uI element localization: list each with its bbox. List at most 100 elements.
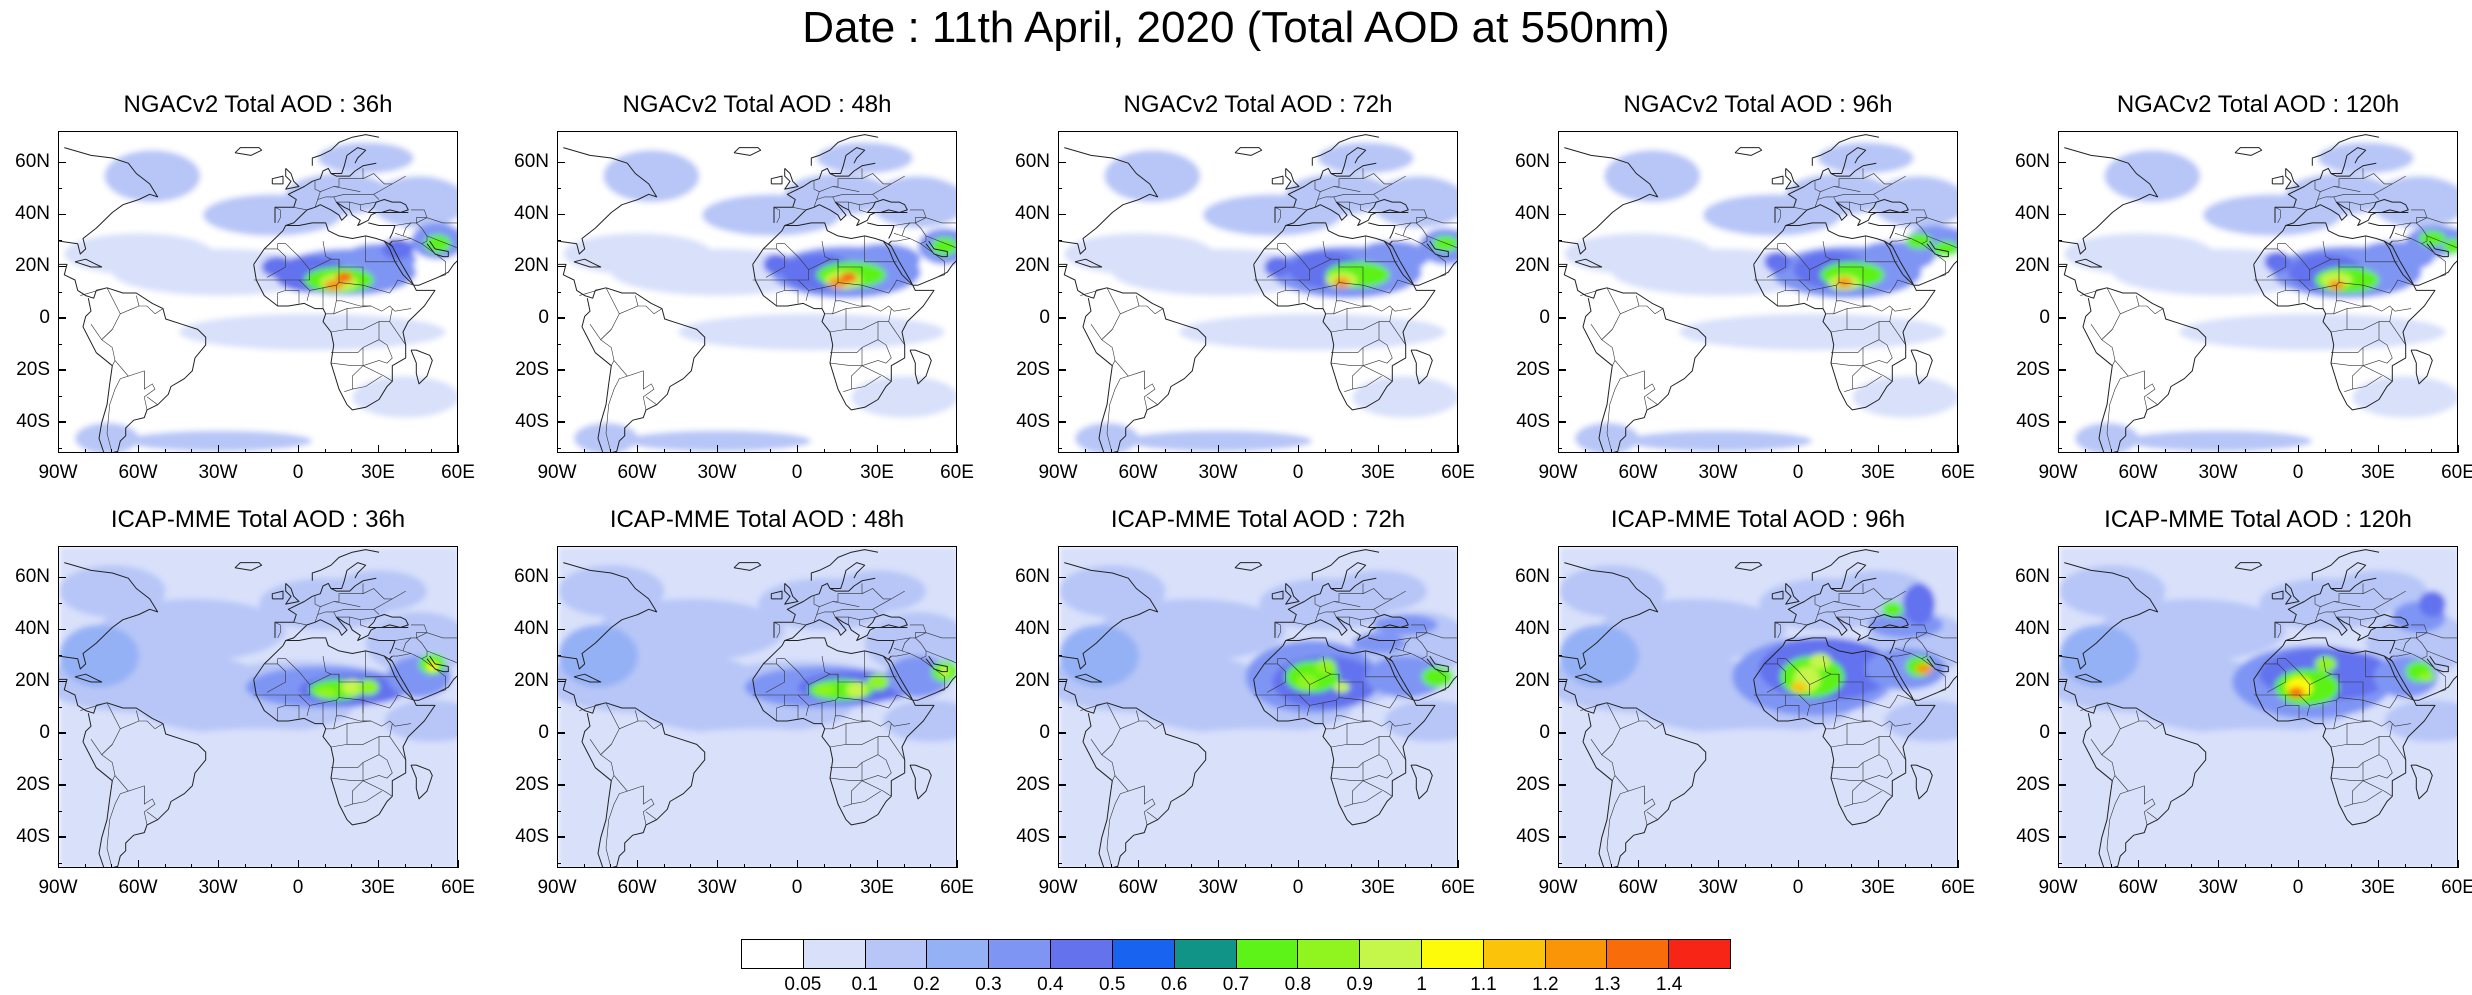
country-border: [402, 637, 412, 651]
country-border: [2333, 601, 2361, 607]
lon-tick-label: 60E: [940, 462, 974, 483]
country-border: [362, 279, 414, 294]
lon-tick-label: 60E: [441, 462, 475, 483]
lon-tick-label: 0: [1292, 462, 1304, 483]
lon-tick-label: 60W: [1618, 877, 1658, 898]
coastline: [573, 673, 602, 683]
country-border: [330, 723, 348, 748]
lat-tick-label: 20S: [515, 773, 549, 795]
lon-minor-tick: [2431, 449, 2433, 453]
lon-minor-tick: [850, 449, 852, 453]
coastline: [410, 764, 433, 800]
lat-tick-mark: [557, 421, 565, 423]
coastline: [59, 562, 159, 670]
country-border: [1844, 365, 1864, 392]
lat-tick-label: 40S: [1016, 825, 1050, 847]
country-border: [1915, 217, 1927, 223]
lat-tick-mark: [557, 161, 565, 164]
country-border: [2402, 222, 2412, 236]
lat-minor-tick: [1058, 188, 1062, 190]
lat-tick-mark: [2058, 265, 2066, 268]
lat-minor-tick: [557, 603, 561, 605]
country-border: [925, 235, 956, 249]
lon-tick-mark: [1717, 445, 1719, 453]
country-border: [605, 375, 628, 452]
coastline: [234, 562, 263, 571]
country-border: [1889, 321, 1906, 346]
country-border: [1601, 287, 1656, 410]
country-border: [1379, 723, 1393, 737]
lat-tick-label: 40N: [514, 203, 549, 225]
coastline: [367, 614, 409, 628]
country-border: [1365, 235, 1398, 263]
lat-tick-label: 0: [2039, 721, 2050, 743]
country-border: [1814, 175, 1906, 208]
lon-tick-mark: [1057, 445, 1059, 453]
lon-minor-tick: [1191, 449, 1193, 453]
country-border: [2120, 720, 2164, 730]
country-border: [1889, 736, 1906, 761]
country-border: [2309, 284, 2337, 291]
lon-tick-label: 0: [1792, 877, 1804, 898]
lat-minor-tick: [58, 343, 62, 345]
lon-minor-tick: [111, 864, 113, 868]
aod-blob: [2112, 739, 2219, 792]
coastline: [2059, 263, 2207, 452]
lat-tick-mark: [1558, 732, 1566, 734]
country-border: [1394, 637, 1428, 660]
aod-map-icap-mme-48h: [557, 546, 957, 868]
country-border: [1620, 720, 1664, 730]
lon-minor-tick: [2431, 864, 2433, 868]
country-border: [1314, 181, 1321, 200]
country-border: [146, 811, 158, 820]
colorbar-box: [1545, 940, 1608, 968]
country-border: [2335, 259, 2412, 312]
coastline: [1884, 655, 1957, 701]
aod-blob: [1559, 565, 1666, 618]
country-border: [1915, 632, 1927, 638]
aod-blob: [624, 430, 812, 452]
country-border: [861, 279, 913, 294]
coastline: [2285, 201, 2409, 226]
lat-tick-mark: [1558, 628, 1566, 631]
coastline: [2311, 549, 2380, 581]
lon-tick-mark: [1637, 860, 1639, 868]
country-border: [2365, 235, 2398, 263]
country-border: [1859, 619, 1869, 628]
colorbar-box: [1051, 940, 1113, 968]
country-border: [1814, 596, 1821, 615]
country-border: [1830, 762, 1864, 781]
lon-tick-label: 0: [1292, 877, 1304, 898]
country-border: [821, 656, 831, 675]
lat-tick-label: 0: [538, 306, 549, 328]
lat-minor-tick: [2058, 188, 2062, 190]
country-border: [373, 194, 380, 200]
country-border: [2314, 175, 2406, 208]
lon-minor-tick: [1584, 449, 1586, 453]
country-border: [821, 241, 831, 260]
country-border: [776, 705, 799, 721]
country-border: [1636, 710, 1640, 722]
aod-field: [1059, 132, 1457, 452]
lon-minor-tick: [1851, 449, 1853, 453]
lat-minor-tick: [2058, 292, 2062, 293]
country-border: [829, 723, 847, 748]
lon-tick-label: 60W: [617, 462, 657, 483]
country-border: [832, 601, 860, 607]
panel-title: ICAP-MME Total AOD : 72h: [1110, 506, 1406, 533]
country-border: [619, 720, 663, 730]
country-border: [1825, 715, 1837, 730]
lat-tick-mark: [557, 317, 565, 319]
country-border: [314, 596, 321, 615]
lat-tick-label: 20N: [15, 255, 50, 277]
country-border: [1080, 287, 1108, 296]
country-border: [2346, 720, 2372, 724]
aod-blob: [574, 422, 638, 452]
panel-title: NGACv2 Total AOD : 48h: [622, 91, 892, 118]
coastline: [1867, 614, 1909, 628]
coastline: [2271, 590, 2284, 600]
lat-minor-tick: [58, 240, 62, 242]
country-border: [1844, 780, 1864, 807]
country-border: [832, 186, 860, 192]
aod-blob: [1905, 233, 1933, 249]
